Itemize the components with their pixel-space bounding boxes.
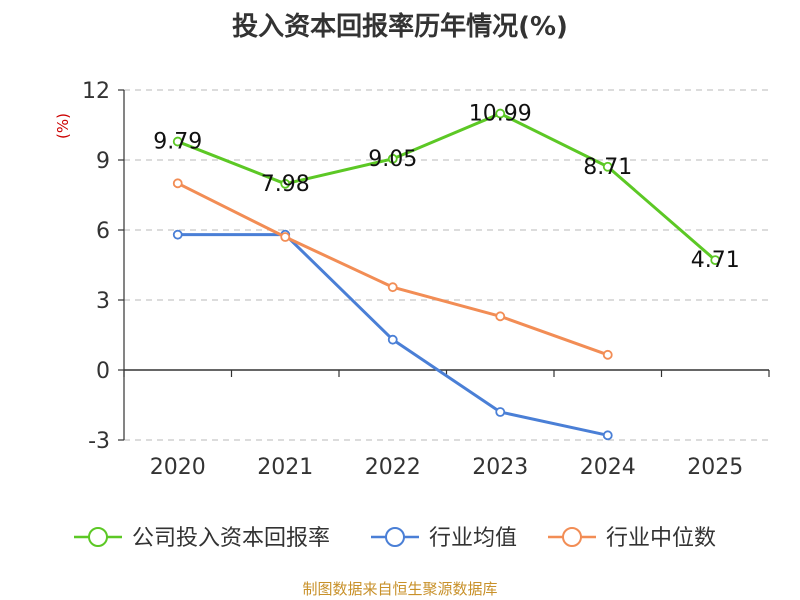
data-point bbox=[280, 178, 291, 189]
data-point bbox=[602, 430, 613, 441]
x-tick-label: 2023 bbox=[472, 455, 528, 480]
data-label: 10.99 bbox=[469, 102, 532, 127]
series-lines bbox=[172, 108, 721, 441]
y-tick-label: 0 bbox=[96, 359, 110, 384]
data-point bbox=[602, 161, 613, 172]
legend-label[interactable]: 公司投入资本回报率 bbox=[132, 526, 330, 551]
legend: 公司投入资本回报率 行业均值 行业中位数 bbox=[74, 526, 716, 551]
data-point bbox=[387, 334, 398, 345]
data-point bbox=[387, 153, 398, 164]
legend-label[interactable]: 行业均值 bbox=[429, 526, 517, 551]
x-tick-label: 2020 bbox=[150, 455, 206, 480]
y-tick-label: 3 bbox=[96, 289, 110, 314]
data-label: 9.05 bbox=[368, 147, 417, 172]
series-line-2 bbox=[177, 181, 609, 357]
data-point bbox=[172, 136, 183, 147]
source-note: 制图数据来自恒生聚源数据库 bbox=[302, 580, 498, 598]
data-point bbox=[172, 178, 183, 189]
legend-swatch-marker bbox=[385, 527, 405, 547]
data-point bbox=[495, 311, 506, 322]
data-point bbox=[280, 232, 291, 242]
series-line-0 bbox=[177, 112, 717, 262]
x-tick-label: 2021 bbox=[257, 455, 313, 480]
legend-swatch-marker bbox=[88, 527, 108, 547]
data-label: 8.71 bbox=[583, 155, 632, 180]
y-tick-label: 6 bbox=[96, 219, 110, 244]
axes: -3 0 3 6 9 12 2020 2021 2022 2023 2024 2025 (%) bbox=[54, 79, 770, 480]
data-label: 7.98 bbox=[261, 172, 310, 197]
data-point bbox=[495, 407, 506, 417]
data-labels: 9.79 7.98 9.05 10.99 8.71 4.71 bbox=[153, 102, 739, 274]
data-label: 4.71 bbox=[691, 248, 740, 273]
data-point bbox=[172, 229, 183, 240]
data-point bbox=[495, 108, 506, 119]
data-point bbox=[602, 349, 613, 360]
y-tick-label: -3 bbox=[88, 429, 110, 454]
legend-swatch-marker bbox=[562, 527, 582, 547]
data-point bbox=[710, 255, 721, 266]
grid-lines bbox=[124, 89, 769, 441]
data-point bbox=[387, 282, 398, 293]
y-tick-label: 9 bbox=[96, 149, 110, 174]
chart-title: 投入资本回报率历年情况(%) bbox=[232, 12, 568, 42]
data-label: 9.79 bbox=[153, 130, 202, 155]
legend-label[interactable]: 行业中位数 bbox=[606, 526, 716, 551]
y-tick-label: 12 bbox=[82, 79, 110, 104]
x-tick-label: 2022 bbox=[365, 455, 421, 480]
x-tick-label: 2025 bbox=[687, 455, 743, 480]
x-tick-label: 2024 bbox=[580, 455, 636, 480]
y-axis-unit-label: (%) bbox=[54, 113, 72, 139]
